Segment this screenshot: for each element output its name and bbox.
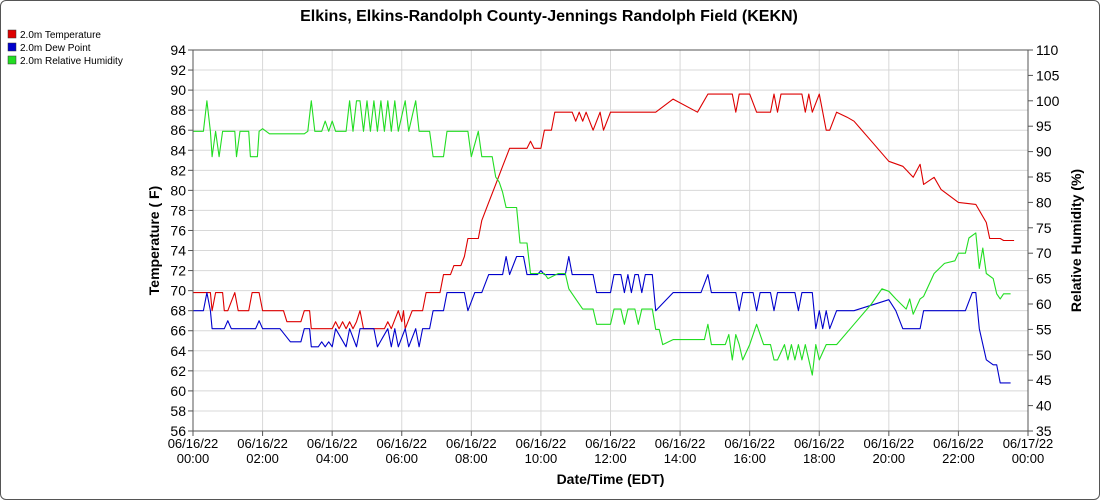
y-tick-label: 64 [170, 343, 186, 359]
x-tick-date: 06/16/22 [655, 436, 706, 451]
y-tick-label: 88 [170, 102, 186, 118]
x-tick-time: 02:00 [246, 451, 279, 466]
legend-label-2: 2.0m Relative Humidity [20, 56, 123, 67]
legend: 2.0m Temperature 2.0m Dew Point 2.0m Relat… [7, 29, 123, 67]
x-axis: 06/16/2200:0006/16/2202:0006/16/2204:000… [168, 431, 1054, 466]
y2-tick-label: 40 [1036, 398, 1052, 414]
x-tick-date: 06/16/22 [376, 436, 427, 451]
x-tick-date: 06/16/22 [307, 436, 358, 451]
legend-label-1: 2.0m Dew Point [20, 43, 91, 54]
x-tick-date: 06/16/22 [168, 436, 219, 451]
y-tick-label: 74 [170, 243, 186, 259]
y2-tick-label: 70 [1036, 245, 1052, 261]
x-tick-time: 08:00 [455, 451, 488, 466]
x-tick-date: 06/16/22 [446, 436, 497, 451]
y-tick-label: 84 [170, 142, 186, 158]
y2-tick-label: 50 [1036, 347, 1052, 363]
y2-tick-label: 55 [1036, 321, 1052, 337]
x-tick-time: 00:00 [177, 451, 210, 466]
x-tick-date: 06/16/22 [724, 436, 775, 451]
y-tick-label: 62 [170, 363, 186, 379]
x-tick-time: 18:00 [803, 451, 836, 466]
y-tick-label: 72 [170, 263, 186, 279]
y-tick-label: 70 [170, 283, 186, 299]
legend-swatch-0 [7, 29, 17, 39]
y2-tick-label: 65 [1036, 271, 1052, 287]
y-tick-label: 56 [170, 423, 186, 439]
y2-tick-label: 100 [1036, 93, 1060, 109]
y-tick-label: 92 [170, 62, 186, 78]
grid [192, 49, 1029, 432]
y-tick-label: 78 [170, 202, 186, 218]
x-tick-time: 12:00 [594, 451, 627, 466]
y2-tick-label: 80 [1036, 194, 1052, 210]
y-tick-label: 58 [170, 403, 186, 419]
y2-tick-label: 35 [1036, 423, 1052, 439]
left-axis: 56 58 60 62 64 66 68 70 72 74 76 78 80 82 84 86 88 90 92 94 [170, 42, 193, 439]
series-line-1 [193, 255, 1011, 384]
legend-swatch-2 [7, 55, 17, 65]
x-tick-date: 06/16/22 [794, 436, 845, 451]
x-tick-time: 14:00 [664, 451, 697, 466]
x-tick-date: 06/17/22 [1003, 436, 1054, 451]
x-tick-time: 04:00 [316, 451, 349, 466]
y2-tick-label: 90 [1036, 144, 1052, 160]
y-tick-label: 80 [170, 182, 186, 198]
y-tick-label: 94 [170, 42, 186, 58]
y2-tick-label: 85 [1036, 169, 1052, 185]
y-tick-label: 76 [170, 222, 186, 238]
x-tick-time: 06:00 [385, 451, 418, 466]
y-tick-label: 66 [170, 323, 186, 339]
x-tick-date: 06/16/22 [585, 436, 636, 451]
y-tick-label: 86 [170, 122, 186, 138]
y-tick-label: 82 [170, 162, 186, 178]
x-tick-date: 06/16/22 [933, 436, 984, 451]
series-line-2 [193, 100, 1011, 376]
y2-tick-label: 95 [1036, 118, 1052, 134]
chart-title: Elkins, Elkins-Randolph County-Jennings … [300, 8, 798, 25]
y2-axis-label: Relative Humidity (%) [1068, 169, 1084, 312]
x-tick-time: 10:00 [525, 451, 558, 466]
legend-label-0: 2.0m Temperature [20, 30, 101, 41]
x-tick-date: 06/16/22 [516, 436, 567, 451]
y-tick-label: 90 [170, 82, 186, 98]
x-axis-label: Date/Time (EDT) [557, 471, 665, 487]
y2-tick-label: 110 [1036, 42, 1059, 58]
series-layer [193, 93, 1015, 384]
y-axis-label: Temperature ( F) [146, 186, 162, 295]
right-axis: 35 40 45 50 55 60 65 70 75 80 85 90 95 100 105 110 [1028, 42, 1060, 439]
x-tick-time: 20:00 [873, 451, 906, 466]
y2-tick-label: 105 [1036, 67, 1060, 83]
x-tick-time: 16:00 [733, 451, 766, 466]
y-tick-label: 68 [170, 303, 186, 319]
legend-swatch-1 [7, 42, 17, 52]
y2-tick-label: 45 [1036, 372, 1052, 388]
series-line-0 [193, 93, 1015, 330]
x-tick-date: 06/16/22 [864, 436, 915, 451]
x-tick-date: 06/16/22 [237, 436, 288, 451]
y-tick-label: 60 [170, 383, 186, 399]
x-tick-time: 22:00 [942, 451, 975, 466]
x-tick-time: 00:00 [1012, 451, 1045, 466]
y2-tick-label: 75 [1036, 220, 1052, 236]
y2-tick-label: 60 [1036, 296, 1052, 312]
